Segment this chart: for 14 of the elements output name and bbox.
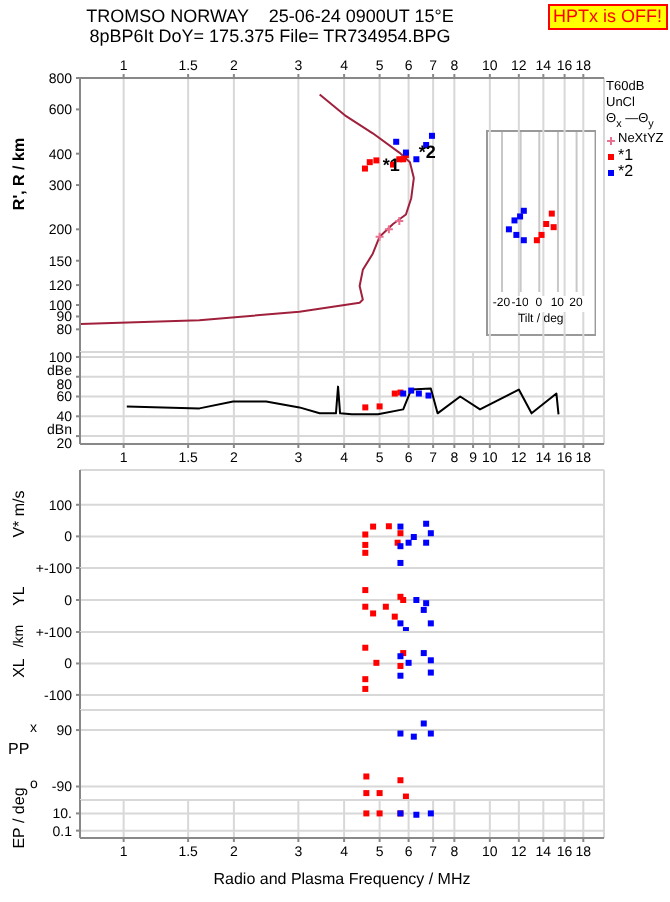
y-axis-title: XL [10, 657, 28, 677]
legend-label: *1 [618, 146, 634, 165]
y-axis-title: R', R / km [10, 137, 28, 211]
y-axis-title: V* m/s [10, 490, 28, 538]
chart-subtitle: 8pBP6It DoY= 175.375 File= TR734954.BPG [87, 26, 453, 46]
annotation: *1 [382, 155, 400, 176]
text: HPTx is OFF! [547, 4, 668, 30]
legend-label: *2 [618, 162, 634, 181]
y-axis-title: YL [10, 586, 28, 607]
y-axis-title: EP / deg [10, 786, 28, 848]
x-axis-title: Radio and Plasma Frequency / MHz [211, 870, 473, 888]
annotation: *2 [418, 141, 436, 162]
chart-title: TROMSO NORWAY 25-06-24 0900UT 15°E [84, 6, 456, 26]
y-axis-title: PP [8, 740, 30, 759]
